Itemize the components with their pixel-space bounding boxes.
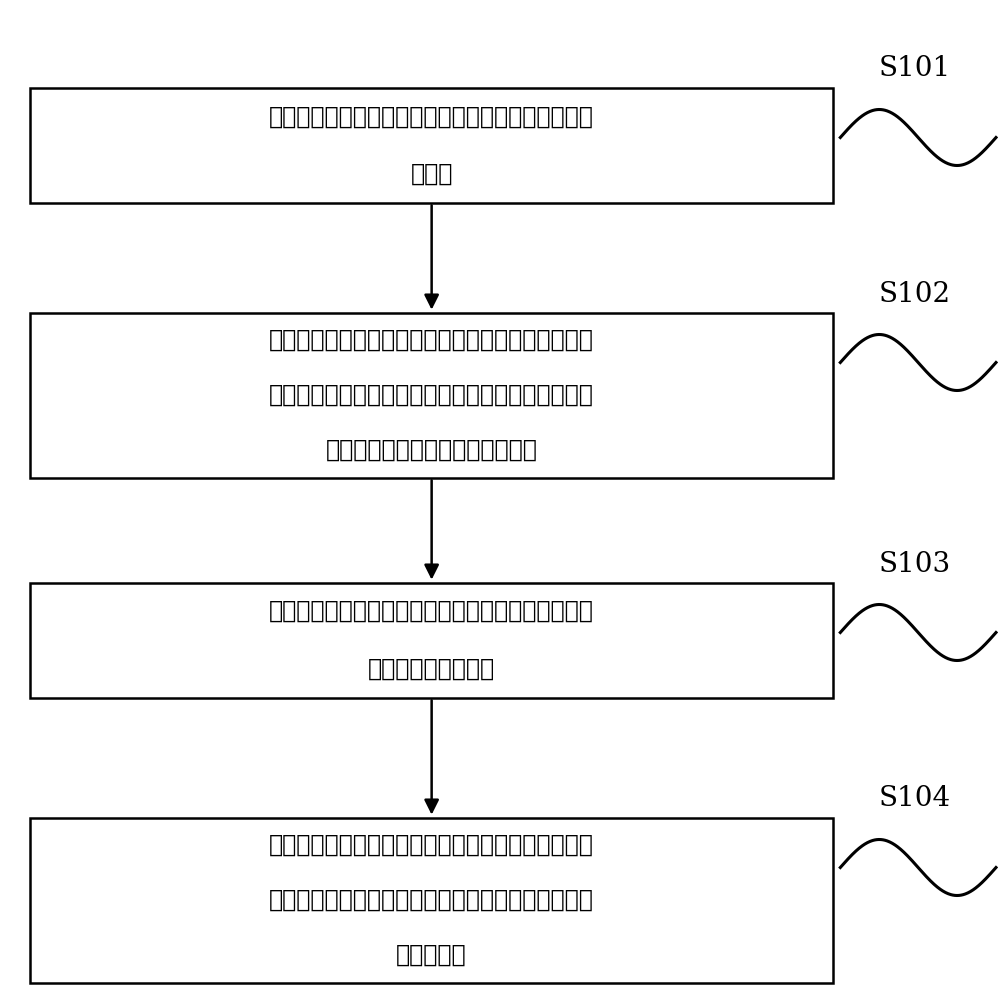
Text: S102: S102 (879, 280, 951, 308)
Text: S104: S104 (879, 786, 951, 812)
Text: 在换热管束处于基准通透率时，获取凝汽器的基准运: 在换热管束处于基准通透率时，获取凝汽器的基准运 (269, 104, 594, 128)
Text: S101: S101 (879, 55, 951, 83)
Text: 运行参数和衰减通透率，对预设循环水流量进行迭代: 运行参数和衰减通透率，对预设循环水流量进行迭代 (269, 383, 594, 407)
FancyBboxPatch shape (30, 312, 833, 478)
Text: 热系数，对预设凝汽器压力进行迭代处理，得到凝汽: 热系数，对预设凝汽器压力进行迭代处理，得到凝汽 (269, 888, 594, 912)
FancyBboxPatch shape (30, 818, 833, 982)
Text: 汽器的总体传热系数: 汽器的总体传热系数 (368, 657, 495, 681)
FancyBboxPatch shape (30, 88, 833, 202)
Text: 器的真空值: 器的真空值 (396, 943, 467, 967)
Text: S103: S103 (879, 550, 951, 578)
Text: 处理，得到衰减后循环冷却水流量: 处理，得到衰减后循环冷却水流量 (325, 438, 538, 462)
Text: 行参数: 行参数 (410, 162, 453, 186)
Text: 基于衰减后循环冷却水流量和基准运行参数，确定凝: 基于衰减后循环冷却水流量和基准运行参数，确定凝 (269, 599, 594, 623)
Text: 在基准通透率进行衰减得到衰减通透率后，基于基准: 在基准通透率进行衰减得到衰减通透率后，基于基准 (269, 328, 594, 352)
FancyBboxPatch shape (30, 582, 833, 698)
Text: 基于衰减后循环冷却水流量、基准运行参数和总体传: 基于衰减后循环冷却水流量、基准运行参数和总体传 (269, 833, 594, 857)
